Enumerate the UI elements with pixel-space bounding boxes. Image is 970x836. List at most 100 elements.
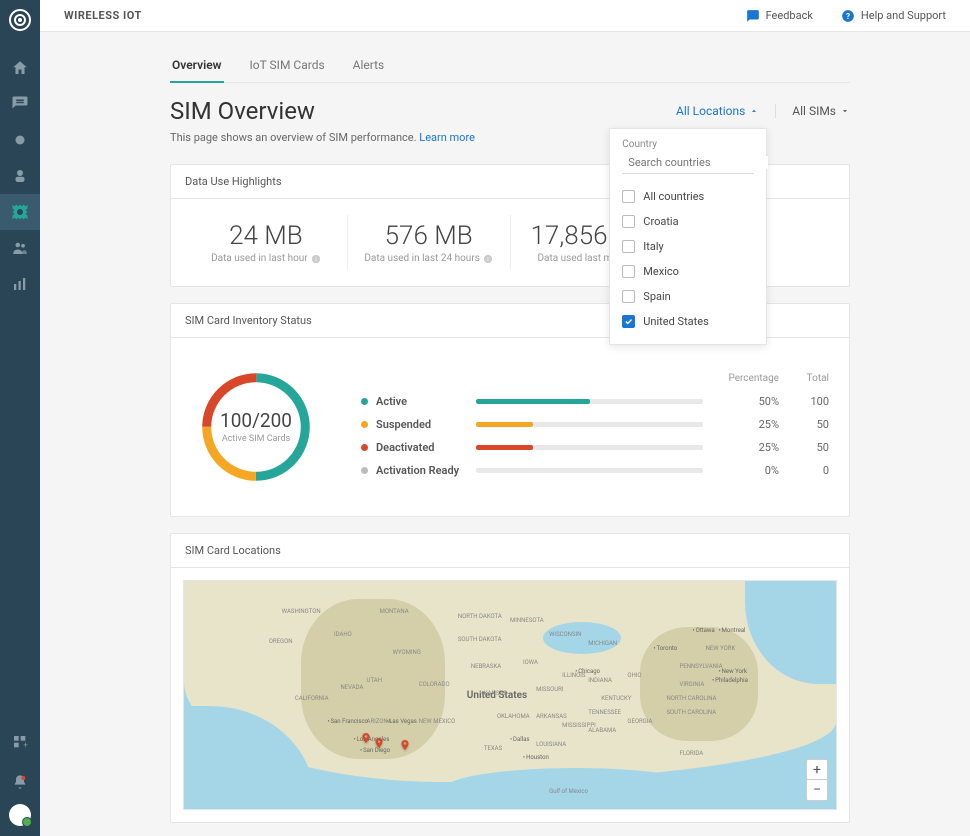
locations-title: SIM Card Locations [171, 534, 849, 568]
nav-sim-icon[interactable] [0, 194, 40, 230]
country-option-italy[interactable]: Italy [622, 234, 754, 259]
nav-circle-icon[interactable] [0, 122, 40, 158]
nav-analytics-icon[interactable] [0, 266, 40, 302]
help-link[interactable]: ? Help and Support [841, 9, 946, 23]
map-pin-icon[interactable] [360, 729, 372, 741]
legend-total: 0 [779, 464, 829, 477]
map-state-label: NORTH CAROLINA [666, 695, 716, 702]
map-city-label: Ottawa [693, 627, 715, 634]
country-search-input[interactable] [628, 156, 768, 169]
tab-overview[interactable]: Overview [170, 50, 224, 82]
svg-text:+: + [23, 740, 28, 749]
zoom-out-button[interactable]: − [807, 780, 827, 800]
checkbox-icon [622, 240, 635, 253]
tab-iot-sim-cards[interactable]: IoT SIM Cards [248, 50, 327, 82]
map-city-label: New York [719, 668, 747, 675]
nav-chat-icon[interactable] [0, 86, 40, 122]
map-city-label: San Francisco [327, 718, 368, 725]
map-state-label: MICHIGAN [588, 640, 617, 647]
country-option-label: Croatia [643, 215, 678, 228]
map-state-label: LOUISIANA [536, 741, 566, 748]
map-state-label: SOUTH CAROLINA [666, 709, 716, 716]
legend-row: Suspended25%50 [361, 413, 829, 436]
map-state-label: OREGON [269, 638, 293, 645]
legend-name: Suspended [376, 418, 476, 431]
country-option-spain[interactable]: Spain [622, 284, 754, 309]
locations-dropdown: Country All countries Croatia ItalyMexicoS… [609, 128, 767, 345]
chevron-up-icon [749, 106, 759, 116]
legend-total: 50 [779, 418, 829, 431]
filter-divider [775, 104, 776, 118]
legend-name: Deactivated [376, 441, 476, 454]
map-pin-icon[interactable] [399, 736, 411, 748]
map-state-label: NEW YORK [706, 645, 736, 652]
country-option-label: All countries [643, 190, 704, 203]
map-city-label: Chicago [575, 668, 600, 675]
map-state-label: KENTUCKY [601, 695, 631, 702]
feedback-link[interactable]: Feedback [746, 9, 813, 23]
map[interactable]: United States Gulf of Mexico + − WASHING… [183, 580, 837, 810]
filter-sims[interactable]: All SIMs [792, 104, 850, 118]
learn-more-link[interactable]: Learn more [419, 131, 475, 144]
legend-pct: 25% [719, 441, 779, 454]
filter-locations[interactable]: All Locations Country All countriesCroat… [676, 104, 759, 118]
map-state-label: IOWA [523, 659, 538, 666]
legend-row: Activation Ready0%0 [361, 459, 829, 482]
dropdown-section-label: Country [622, 139, 754, 150]
nav-users-icon[interactable] [0, 230, 40, 266]
country-option-united-states[interactable]: United States [622, 309, 754, 334]
country-option-label: United States [643, 315, 708, 328]
legend-bar [476, 468, 703, 473]
country-option-croatia[interactable]: Croatia [622, 209, 754, 234]
map-city-label: Montreal [719, 627, 746, 634]
checkbox-icon [622, 215, 635, 228]
legend-total: 50 [779, 441, 829, 454]
legend-row: Active50%100 [361, 390, 829, 413]
page-title: SIM Overview [170, 97, 315, 125]
metric: 576 MBData used in last 24 hours i [348, 215, 511, 270]
map-gulf-label: Gulf of Mexico [549, 788, 588, 795]
country-option-all-countries[interactable]: All countries [622, 184, 754, 209]
header-bar: WIRELESS IOT Feedback ? Help and Support [40, 0, 970, 32]
logo-icon[interactable] [8, 8, 32, 32]
chevron-down-icon [840, 106, 850, 116]
map-state-label: FLORIDA [680, 750, 704, 757]
map-state-label: INDIANA [588, 677, 612, 684]
legend-row: Deactivated 25%50 [361, 436, 829, 459]
map-pin-icon[interactable] [373, 734, 385, 746]
nav-bell-icon[interactable] [0, 764, 40, 800]
feedback-icon [746, 9, 760, 23]
tabs: Overview IoT SIM Cards Alerts [170, 50, 850, 83]
map-state-label: TEXAS [484, 745, 502, 752]
inventory-legend: Percentage Total Active50%100Suspended25… [361, 373, 829, 482]
map-state-label: NORTH DAKOTA [458, 613, 502, 620]
map-state-label: NEVADA [340, 684, 363, 691]
map-state-label: MONTANA [380, 608, 409, 615]
zoom-in-button[interactable]: + [807, 760, 827, 780]
map-city-label: Philadelphia [712, 677, 748, 684]
map-zoom-control: + − [806, 759, 828, 801]
nav-bot-icon[interactable] [0, 158, 40, 194]
filter-sims-label: All SIMs [792, 104, 836, 118]
tab-alerts[interactable]: Alerts [351, 50, 387, 82]
map-state-label: PENNSYLVANIA [680, 663, 723, 670]
donut-value: 100/200 [220, 409, 292, 432]
user-avatar[interactable] [9, 804, 31, 826]
info-icon: i [483, 254, 493, 264]
metric: 24 MBData used in last hour i [185, 215, 348, 270]
country-option-mexico[interactable]: Mexico [622, 259, 754, 284]
nav-apps-icon[interactable]: + [0, 724, 40, 760]
help-label: Help and Support [861, 9, 946, 22]
legend-name: Activation Ready [376, 464, 476, 477]
map-state-label: KANSAS [484, 690, 507, 697]
checkbox-icon [622, 190, 635, 203]
nav-home-icon[interactable] [0, 50, 40, 86]
legend-bar [476, 422, 703, 427]
checkbox-icon [622, 265, 635, 278]
svg-text:?: ? [846, 10, 850, 20]
metric-label: Data used in last hour i [185, 253, 347, 264]
legend-head-pct: Percentage [719, 373, 779, 384]
subtitle-text: This page shows an overview of SIM perfo… [170, 131, 417, 144]
map-state-label: COLORADO [419, 681, 450, 688]
map-city-label: Las Vegas [386, 718, 417, 725]
